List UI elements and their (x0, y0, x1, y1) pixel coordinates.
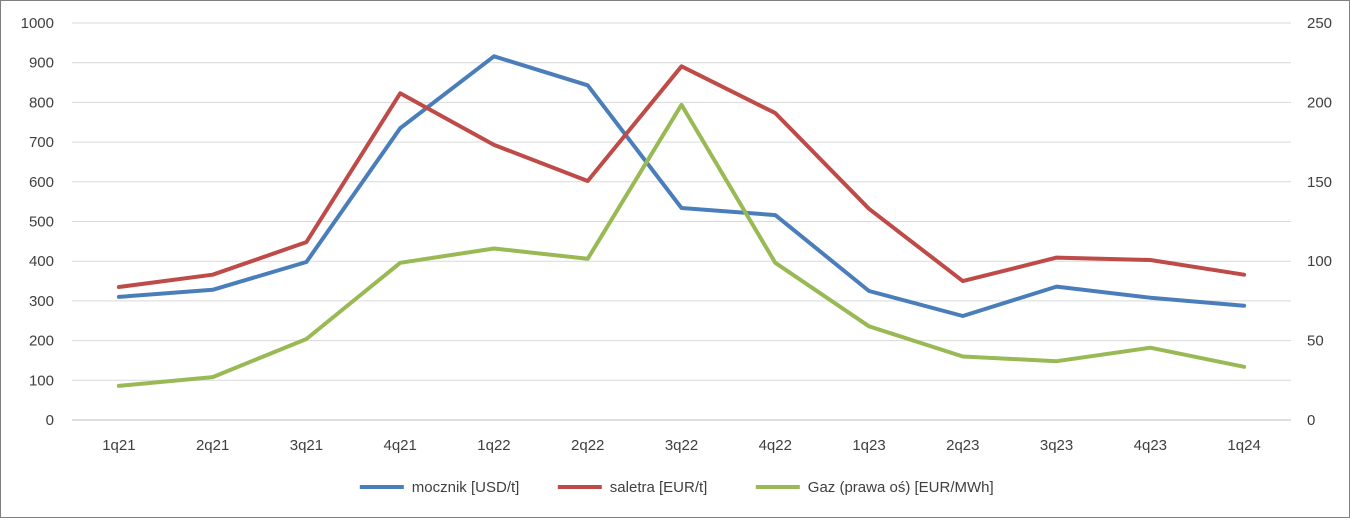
right-axis-tick-label: 0 (1307, 412, 1315, 429)
left-axis-tick-label: 700 (29, 134, 54, 151)
legend: mocznik [USD/t] saletra [EUR/t] Gaz (prawa… (359, 479, 994, 496)
x-axis-tick-label: 4q23 (1134, 437, 1167, 454)
left-axis-tick-label: 300 (29, 293, 54, 310)
left-axis-tick-label: 900 (29, 55, 54, 72)
legend-label-3: Gaz (prawa oś) [EUR/MWh] (808, 479, 994, 496)
x-axis-tick-label: 3q21 (290, 437, 323, 454)
right-axis-tick-label: 200 (1307, 94, 1332, 111)
x-axis-tick-label: 2q22 (571, 437, 604, 454)
series-line-1 (116, 54, 1247, 318)
x-axis-tick-label: 3q23 (1040, 437, 1073, 454)
series-lines (116, 54, 1247, 388)
x-axis-tick-label: 3q22 (665, 437, 698, 454)
legend-label-1: mocznik [USD/t] (412, 479, 520, 496)
x-axis-tick-label: 4q22 (759, 437, 792, 454)
left-axis-tick-label: 200 (29, 333, 54, 350)
left-axis-tick-label: 0 (46, 412, 54, 429)
right-axis-tick-label: 250 (1307, 15, 1332, 32)
x-axis-tick-label: 1q22 (477, 437, 510, 454)
left-axis-tick-label: 400 (29, 253, 54, 270)
left-axis-tick-label: 1000 (21, 15, 54, 32)
x-axis-tick-label: 1q21 (102, 437, 135, 454)
gridlines (72, 22, 1291, 421)
x-axis-tick-label: 1q24 (1227, 437, 1260, 454)
series-line-3 (116, 102, 1247, 388)
left-axis-ticks: 0 100 200 300 400 500 600 700 800 900 1000 (21, 15, 54, 429)
left-axis-tick-label: 500 (29, 214, 54, 231)
left-axis-tick-label: 100 (29, 372, 54, 389)
x-axis-tick-label: 2q21 (196, 437, 229, 454)
x-axis-tick-label: 4q21 (384, 437, 417, 454)
right-axis-tick-label: 150 (1307, 174, 1332, 191)
series-line-2 (116, 64, 1247, 289)
legend-label-2: saletra [EUR/t] (610, 479, 708, 496)
left-axis-tick-label: 600 (29, 174, 54, 191)
right-axis-ticks: 0 50 100 150 200 250 (1307, 15, 1332, 429)
left-axis-tick-label: 800 (29, 94, 54, 111)
right-axis-tick-label: 50 (1307, 333, 1324, 350)
right-axis-tick-label: 100 (1307, 253, 1332, 270)
x-axis-ticks: 1q21 2q21 3q21 4q21 1q22 2q22 3q22 4q22 1q23 2q23… (102, 437, 1261, 454)
x-axis-tick-label: 2q23 (946, 437, 979, 454)
x-axis-tick-label: 1q23 (852, 437, 885, 454)
